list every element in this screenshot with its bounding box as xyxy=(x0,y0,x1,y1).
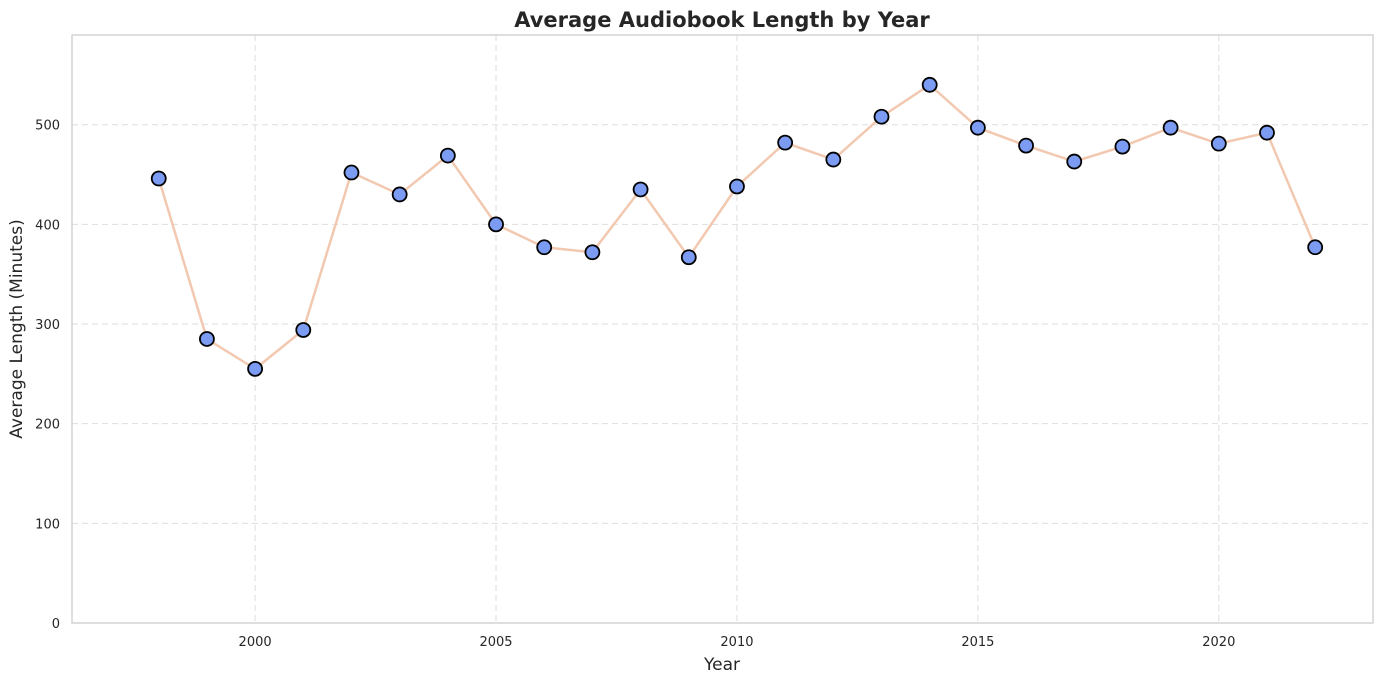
data-point xyxy=(584,244,601,261)
x-tick-label: 2005 xyxy=(479,635,512,650)
data-point xyxy=(295,322,312,338)
data-point xyxy=(1162,119,1179,136)
data-point xyxy=(536,239,553,256)
x-axis-label: Year xyxy=(703,655,740,675)
data-point xyxy=(1018,137,1034,154)
y-tick-label: 200 xyxy=(35,418,60,433)
data-point xyxy=(873,108,890,125)
data-point xyxy=(488,216,504,233)
y-tick-label: 400 xyxy=(35,218,60,233)
x-tick-label: 2000 xyxy=(239,635,272,650)
grid-layer xyxy=(72,35,1373,623)
x-tick-label: 2010 xyxy=(720,635,753,650)
data-point xyxy=(969,119,986,136)
y-axis-label: Average Length (Minutes) xyxy=(7,219,27,438)
data-point xyxy=(729,178,745,195)
data-point xyxy=(825,151,842,168)
y-tick-label: 500 xyxy=(35,119,60,134)
x-tick-label: 2020 xyxy=(1202,635,1235,650)
chart-title: Average Audiobook Length by Year xyxy=(514,8,930,32)
y-tick-label: 300 xyxy=(35,318,60,333)
data-point xyxy=(777,134,794,151)
data-point xyxy=(632,181,649,198)
data-point xyxy=(1307,239,1324,256)
data-point xyxy=(343,164,360,181)
plot-frame xyxy=(71,34,1374,624)
marker-layer xyxy=(150,76,1324,377)
data-point xyxy=(439,147,456,164)
data-point xyxy=(391,186,408,203)
data-point xyxy=(680,249,697,266)
data-point xyxy=(921,76,938,93)
data-point xyxy=(1210,135,1227,152)
data-point xyxy=(1259,124,1275,141)
data-point xyxy=(150,170,167,187)
data-point xyxy=(1066,153,1083,170)
x-tick-label: 2015 xyxy=(961,635,994,650)
y-tick-label: 100 xyxy=(35,517,60,532)
y-tick-label: 0 xyxy=(52,617,60,632)
tick-layer: 2000 2005 2010 2015 2020 0 100 200 300 400 500 xyxy=(35,119,1235,650)
data-point xyxy=(247,360,264,377)
data-point xyxy=(1114,138,1131,155)
data-point xyxy=(199,331,215,347)
